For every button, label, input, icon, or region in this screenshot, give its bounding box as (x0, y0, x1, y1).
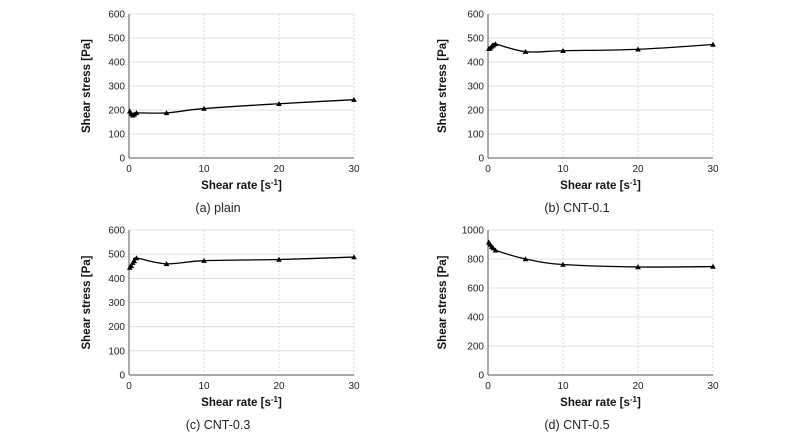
x-axis-title: Shear rate [s-1] (201, 395, 282, 409)
y-tick-label: 400 (108, 58, 125, 69)
x-axis-title: Shear rate [s-1] (560, 178, 641, 192)
data-point (492, 41, 499, 47)
y-tick-label: 600 (467, 10, 484, 21)
y-tick-label: 100 (108, 346, 125, 357)
x-axis-title: Shear rate [s-1] (201, 178, 282, 192)
y-axis-title: Shear stress [Pa] (81, 255, 93, 349)
x-tick-label: 30 (707, 164, 719, 175)
data-point (560, 261, 566, 267)
data-point (522, 48, 529, 54)
y-tick-label: 500 (108, 250, 125, 261)
chart-panel-2: 0 100 200 300 400 500 600 0 10 20 30 Shear rate [s-… (437, 10, 719, 216)
data-point (201, 105, 207, 111)
x-tick-label: 0 (126, 381, 132, 392)
x-tick-label: 10 (557, 164, 569, 175)
chart-panel-3: 0 100 200 300 400 500 600 0 10 20 30 Shear rate [s-… (81, 226, 360, 433)
y-tick-label: 100 (467, 130, 484, 141)
data-point (133, 110, 140, 116)
panel-caption: (c) CNT-0.3 (186, 418, 251, 432)
data-point (201, 257, 207, 263)
y-tick-label: 400 (108, 274, 125, 285)
y-tick-label: 400 (467, 58, 484, 69)
series-line (129, 99, 355, 116)
x-tick-label: 20 (273, 164, 285, 175)
series-line (129, 256, 355, 268)
y-tick-label: 600 (108, 10, 125, 21)
data-point (560, 47, 566, 53)
y-tick-label: 600 (108, 226, 125, 237)
chart-panel-4: 0 200 400 600 800 1000 0 10 20 30 Shear rate [s-1]… (437, 226, 719, 433)
y-tick-label: 200 (467, 342, 484, 353)
panel-caption: (b) CNT-0.1 (544, 201, 609, 215)
data-point (131, 111, 138, 117)
x-axis-title: Shear rate [s-1] (560, 395, 641, 409)
data-point (351, 254, 357, 260)
data-point (710, 263, 716, 269)
x-tick-label: 20 (273, 381, 285, 392)
y-tick-label: 300 (467, 82, 484, 93)
panel-caption: (a) plain (195, 201, 240, 215)
y-tick-label: 0 (119, 154, 125, 165)
y-tick-label: 300 (108, 82, 125, 93)
data-point (276, 100, 282, 106)
y-axis-title: Shear stress [Pa] (437, 39, 449, 133)
x-tick-label: 30 (707, 381, 719, 392)
data-point (635, 264, 641, 270)
y-tick-label: 0 (478, 154, 484, 165)
x-tick-label: 20 (632, 164, 644, 175)
x-tick-label: 30 (348, 164, 360, 175)
x-tick-label: 10 (198, 164, 210, 175)
x-tick-label: 0 (485, 164, 491, 175)
chart-panel-1: 0 100 200 300 400 500 600 0 10 20 30 Shear rate [s-… (81, 10, 360, 216)
data-point (710, 41, 716, 47)
x-tick-label: 0 (485, 381, 491, 392)
series-line (488, 241, 714, 268)
data-point (522, 256, 529, 262)
data-point (163, 261, 170, 267)
series-line (488, 43, 714, 53)
data-point (492, 247, 499, 253)
y-tick-label: 1000 (462, 226, 485, 237)
y-tick-label: 300 (108, 298, 125, 309)
x-tick-label: 0 (126, 164, 132, 175)
x-tick-label: 30 (348, 381, 360, 392)
panel-caption: (d) CNT-0.5 (544, 418, 609, 432)
x-tick-label: 10 (557, 381, 569, 392)
y-tick-label: 400 (467, 313, 484, 324)
y-tick-label: 0 (119, 371, 125, 382)
y-axis-title: Shear stress [Pa] (81, 39, 93, 133)
y-tick-label: 600 (467, 284, 484, 295)
data-point (276, 256, 282, 262)
data-point (131, 258, 138, 264)
data-point (128, 262, 135, 269)
y-axis-title: Shear stress [Pa] (437, 255, 449, 349)
y-tick-label: 500 (467, 34, 484, 45)
y-tick-label: 200 (108, 106, 125, 117)
x-tick-label: 20 (632, 381, 644, 392)
data-point (635, 46, 641, 52)
y-tick-label: 200 (108, 322, 125, 333)
data-point (163, 110, 170, 116)
y-tick-label: 100 (108, 130, 125, 141)
y-tick-label: 200 (467, 106, 484, 117)
data-point (351, 96, 357, 102)
y-tick-label: 800 (467, 255, 484, 266)
y-tick-label: 0 (478, 371, 484, 382)
data-point (133, 255, 140, 261)
x-tick-label: 10 (198, 381, 210, 392)
y-tick-label: 500 (108, 34, 125, 45)
